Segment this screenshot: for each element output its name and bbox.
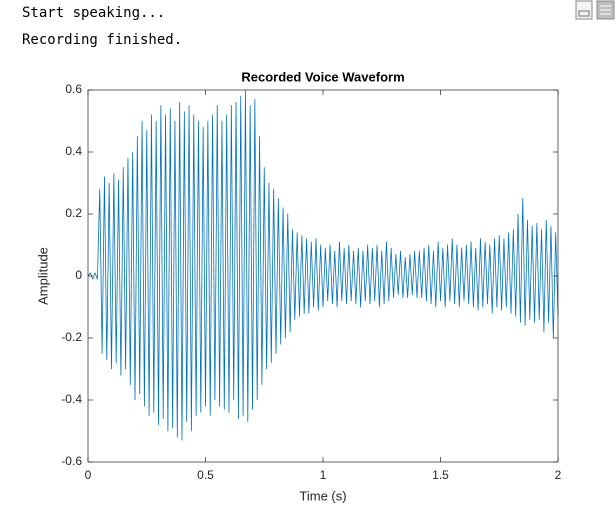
x-axis-label: Time (s) bbox=[299, 488, 346, 503]
y-tick-label: 0 bbox=[75, 268, 82, 282]
y-tick-label: -0.6 bbox=[61, 454, 82, 468]
y-tick-label: -0.2 bbox=[61, 330, 82, 344]
x-tick-label: 0.5 bbox=[197, 468, 214, 482]
chart-title: Recorded Voice Waveform bbox=[241, 69, 404, 84]
y-tick-label: 0.2 bbox=[65, 206, 82, 220]
y-tick-label: -0.4 bbox=[61, 392, 82, 406]
y-tick-label: 0.6 bbox=[65, 82, 82, 96]
x-tick-label: 1.5 bbox=[432, 468, 449, 482]
waveform-line bbox=[87, 89, 559, 441]
console-line: Start speaking... bbox=[22, 5, 166, 21]
x-tick-label: 2 bbox=[555, 468, 562, 482]
x-tick-label: 0 bbox=[85, 468, 92, 482]
output-icons[interactable] bbox=[574, 0, 616, 22]
y-axis-label: Amplitude bbox=[35, 247, 50, 305]
x-tick-label: 1 bbox=[320, 468, 327, 482]
console-line: Recording finished. bbox=[22, 32, 183, 48]
plot-area bbox=[88, 90, 558, 462]
y-tick-label: 0.4 bbox=[65, 144, 82, 158]
